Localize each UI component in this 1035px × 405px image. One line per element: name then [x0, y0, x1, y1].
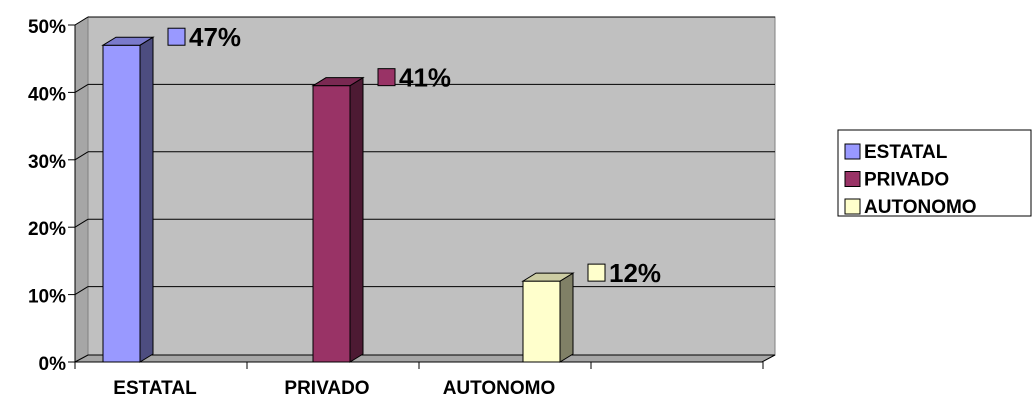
x-tick-label: AUTONOMO [443, 378, 556, 399]
y-tick-label: 20% [28, 219, 66, 240]
bar [312, 85, 351, 363]
x-tick-label: PRIVADO [284, 378, 369, 399]
legend [837, 129, 1032, 217]
bar [102, 44, 141, 363]
grid-side [74, 16, 89, 26]
grid-side [74, 151, 89, 161]
side-wall [74, 16, 89, 363]
bar [522, 280, 561, 363]
bar-top [311, 77, 365, 87]
floor [74, 354, 776, 363]
value-label: 41% [399, 63, 451, 93]
grid-side [74, 83, 89, 93]
legend-key [844, 171, 861, 187]
bar-top [521, 272, 575, 282]
value-label-key [377, 68, 396, 87]
value-label-key [167, 27, 186, 46]
legend-label: PRIVADO [864, 170, 949, 191]
legend-key [844, 198, 861, 215]
grid-side [74, 218, 89, 228]
bar-side [349, 76, 364, 363]
value-label-key [587, 263, 606, 282]
x-tick-label: ESTATAL [113, 378, 197, 399]
bar-top [101, 36, 155, 46]
legend-label: AUTONOMO [864, 197, 977, 218]
legend-label: ESTATAL [864, 142, 948, 163]
y-tick-label: 30% [28, 152, 66, 173]
y-tick-label: 40% [28, 84, 66, 105]
value-label: 47% [189, 22, 241, 52]
value-label: 12% [609, 258, 661, 288]
grid-side [74, 286, 89, 296]
bar-side [139, 36, 154, 363]
y-tick-label: 0% [39, 354, 67, 375]
bar-side [559, 272, 574, 363]
legend-key [844, 143, 861, 160]
y-tick-label: 10% [28, 287, 66, 308]
y-tick-label: 50% [28, 17, 66, 38]
